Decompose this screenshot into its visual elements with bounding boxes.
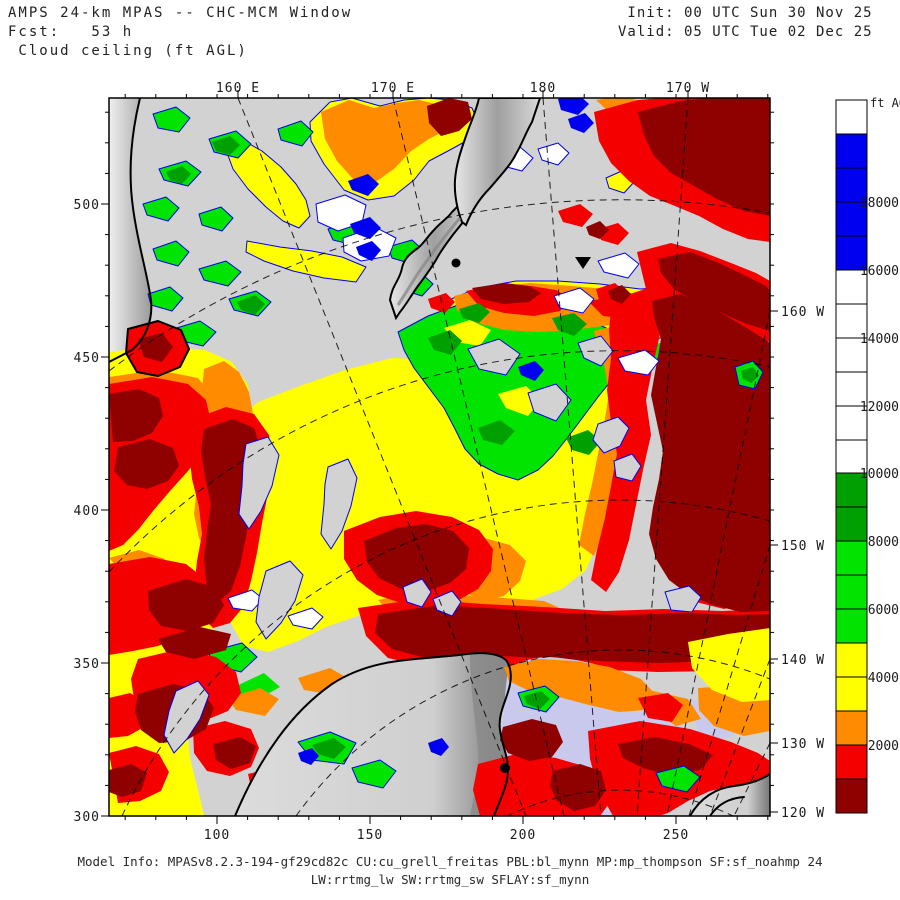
left-axis-label: 350 [74, 657, 100, 672]
left-axis-label: 500 [74, 198, 100, 213]
model-info-line1: Model Info: MPASv8.2.3-194-gf29cd82c CU:… [77, 854, 823, 869]
init-valid-block: Init: 00 UTC Sun 30 Nov 25 Valid: 05 UTC … [618, 4, 873, 42]
right-axis-label: 140 W [781, 653, 825, 668]
colorbar: ft AGL 18000 16000 14000 12000 10000 800… [835, 96, 900, 814]
terrain-new-zealand [388, 98, 542, 321]
colorbar-cell [835, 608, 868, 644]
map-canvas [109, 98, 770, 816]
colorbar-cell [835, 201, 868, 237]
colorbar-cell [835, 269, 868, 305]
top-axis-label: 170 W [666, 81, 710, 96]
map-frame [108, 97, 771, 817]
colorbar-tick: 14000 [860, 332, 899, 347]
left-axis-label: 300 [74, 810, 100, 825]
colorbar-tick: 12000 [860, 400, 899, 415]
colorbar-cell [835, 540, 868, 576]
colorbar-tick: 6000 [868, 603, 899, 618]
bottom-axis-label: 200 [510, 828, 536, 843]
clear-air-holes [163, 335, 702, 754]
top-axis-label: 180 [530, 81, 556, 96]
terrain-bottom-right [690, 774, 770, 816]
colorbar-cell [835, 405, 868, 441]
bottom-axis-label: 100 [204, 828, 230, 843]
left-axis-label: 400 [74, 504, 100, 519]
graticule [109, 98, 770, 816]
colorbar-tick: 16000 [860, 264, 899, 279]
dark-green-cores [166, 136, 601, 455]
colorbar-cell [835, 574, 868, 610]
colorbar-cell [835, 642, 868, 678]
colorbar-tick: 18000 [860, 196, 899, 211]
init-time: Init: 00 UTC Sun 30 Nov 25 [618, 5, 873, 21]
right-axis-label: 150 W [781, 539, 825, 554]
colorbar-tick: 4000 [868, 671, 899, 686]
colorbar-tick: 2000 [868, 739, 899, 754]
station-markers [451, 257, 591, 773]
bottom-axis-label: 250 [663, 828, 689, 843]
right-axis-label: 120 W [781, 806, 825, 821]
colorbar-cell [835, 371, 868, 407]
model-info-line2: LW:rrtmg_lw SW:rrtmg_sw SFLAY:sf_mynn [310, 872, 590, 887]
colorbar-cell [835, 506, 868, 542]
axis-labels: 160 E 170 E 180 170 W 500 450 400 350 30… [74, 81, 825, 843]
station-triangle-marker [575, 257, 591, 269]
cloud-ceiling-contours [109, 98, 770, 816]
colorbar-cell [835, 303, 868, 339]
title-block: AMPS 24-km MPAS -- CHC-MCM Window Fcst: 5… [8, 4, 352, 61]
right-axis-label: 160 W [781, 305, 825, 320]
colorbar-tick: 8000 [868, 535, 899, 550]
colorbar-cell [835, 133, 868, 169]
field-name: Cloud ceiling (ft AGL) [8, 43, 248, 59]
bottom-axis-label: 150 [357, 828, 383, 843]
right-axis-label: 130 W [781, 737, 825, 752]
valid-time: Valid: 05 UTC Tue 02 Dec 25 [618, 24, 873, 40]
colorbar-cell [835, 235, 868, 271]
colorbar-tick: 10000 [860, 467, 899, 482]
axis-ticks [101, 90, 778, 824]
colorbar-cell [835, 167, 868, 203]
forecast-hour: Fcst: 53 h [8, 24, 134, 40]
colorbar-cell [835, 744, 868, 780]
green-patches [142, 106, 674, 704]
colorbar-title: ft AGL [870, 96, 900, 110]
colorbar-cell [835, 99, 868, 135]
colorbar-cell [835, 439, 868, 474]
top-axis-label: 160 E [216, 81, 260, 96]
top-axis-label: 170 E [371, 81, 415, 96]
left-axis-label: 450 [74, 351, 100, 366]
mcmurdo-station-dot [500, 763, 510, 773]
colorbar-cell [835, 676, 868, 712]
plot-title: AMPS 24-km MPAS -- CHC-MCM Window [8, 5, 353, 21]
colorbar-cell [835, 710, 868, 746]
christchurch-station-dot [451, 258, 461, 268]
terrain-west-landmass [109, 98, 152, 362]
bottom-overlays [297, 628, 770, 816]
colorbar-cell [835, 778, 868, 814]
blue-ceiling-patches [348, 98, 594, 381]
colorbar-cell [835, 472, 868, 508]
